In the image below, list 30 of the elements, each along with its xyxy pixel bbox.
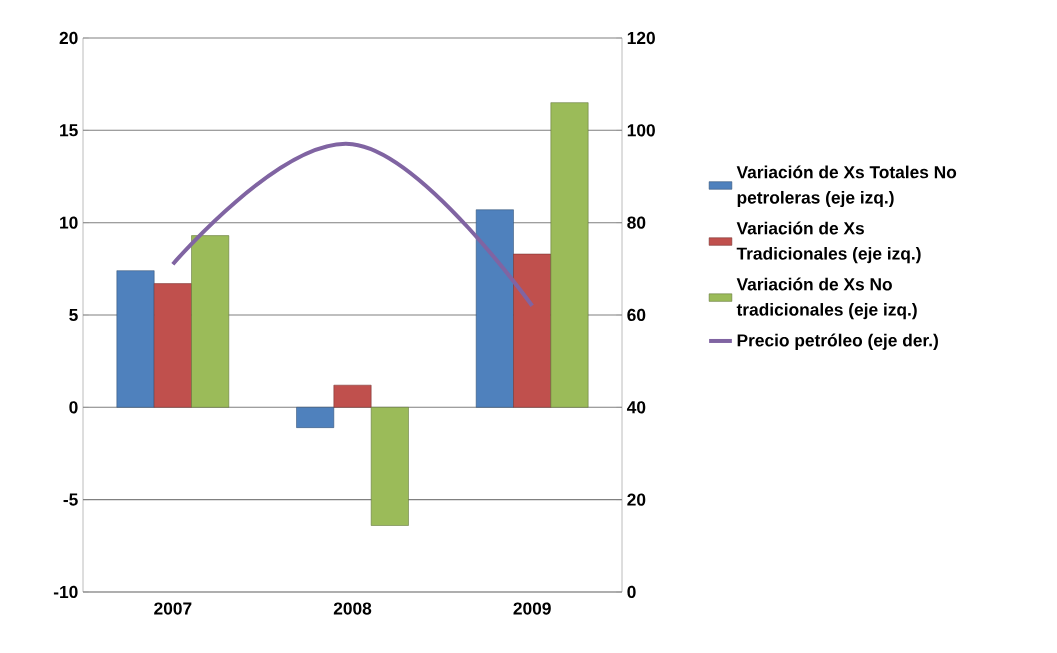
bar [191, 235, 230, 408]
y2-tick-label: 0 [627, 585, 636, 599]
y-tick-label: 5 [69, 308, 78, 322]
legend-label: Precio petróleo (eje der.) [737, 333, 938, 350]
bar [370, 407, 409, 526]
y2-tick-label: 40 [626, 401, 646, 414]
y2-tick-label: 100 [627, 124, 655, 137]
x-tick-label: 2009 [513, 602, 551, 615]
bar [296, 407, 335, 428]
y-tick-label: 15 [60, 124, 78, 137]
y2-tick-label: 80 [627, 216, 646, 229]
legend-label: Variación de Xs Tradicionales (eje izq.) [736, 221, 921, 264]
bar [550, 102, 589, 408]
y-tick-label: 10 [60, 216, 78, 229]
legend-label: Variación de Xs Totales No petroleras (eje izq.) [736, 165, 957, 208]
bar [475, 209, 514, 408]
y-tick-label: -10 [53, 585, 78, 599]
legend-label: Variación de Xs No tradicionales (eje izq.) [736, 277, 917, 320]
x-tick-label: 2008 [333, 602, 372, 615]
y-tick-label: 20 [59, 31, 78, 45]
y-tick-label: -5 [63, 493, 78, 506]
bar [153, 283, 192, 408]
bar [513, 253, 552, 408]
y2-tick-label: 120 [627, 31, 655, 45]
bar [116, 270, 155, 408]
y2-tick-label: 20 [627, 493, 646, 506]
y2-tick-label: 60 [627, 308, 646, 322]
x-tick-label: 2007 [154, 602, 192, 615]
bar [333, 384, 372, 408]
y-tick-label: 0 [69, 401, 78, 414]
